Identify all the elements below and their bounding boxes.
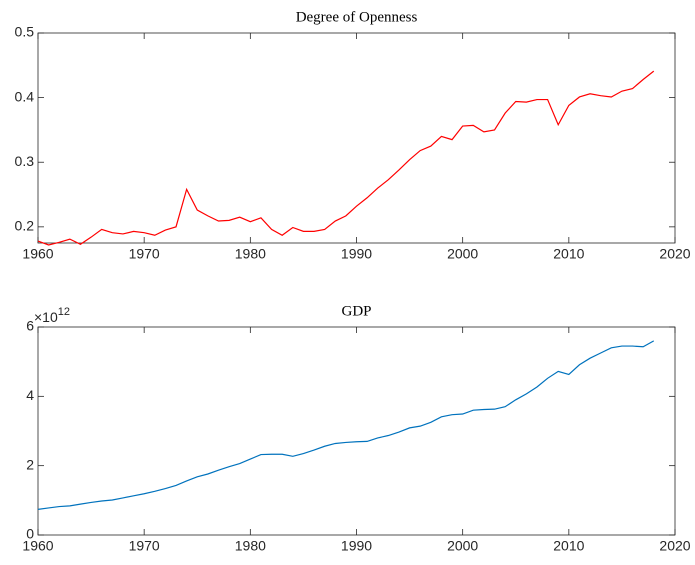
data-line (37, 70, 655, 246)
x-tick-label: 2000 (447, 246, 478, 262)
x-tick-label: 1960 (22, 246, 53, 262)
y-tick-label: 0.2 (15, 218, 35, 234)
y-multiplier-exponent: 12 (58, 306, 70, 318)
chart-title: Degree of Openness (296, 9, 418, 25)
x-tick-label: 1960 (22, 538, 53, 554)
x-tick-label: 1970 (129, 246, 160, 262)
x-tick-label: 1970 (129, 538, 160, 554)
plot-frame (37, 32, 676, 244)
y-tick-label: 2 (26, 456, 34, 472)
x-tick-label: 2010 (553, 538, 584, 554)
x-tick-label: 2000 (447, 538, 478, 554)
chart-title: GDP (341, 303, 371, 319)
x-tick-label: 1990 (341, 246, 372, 262)
x-tick-label: 1980 (235, 538, 266, 554)
x-tick-label: 1990 (341, 538, 372, 554)
x-tick-label: 2020 (659, 246, 690, 262)
x-tick-label: 2020 (659, 538, 690, 554)
data-line (37, 340, 655, 510)
y-multiplier: ×1012 (34, 306, 70, 325)
y-tick-label: 0.4 (15, 88, 35, 104)
y-tick-label: 0.3 (15, 153, 35, 169)
x-tick-label: 2010 (553, 246, 584, 262)
y-tick-label: 6 (26, 318, 34, 334)
y-tick-label: 0.5 (15, 24, 35, 40)
y-tick-label: 4 (26, 387, 34, 403)
x-tick-label: 1980 (235, 246, 266, 262)
y-tick-label: 0 (26, 526, 34, 542)
y-multiplier-base: ×10 (34, 309, 58, 325)
plot-frame (37, 326, 676, 536)
